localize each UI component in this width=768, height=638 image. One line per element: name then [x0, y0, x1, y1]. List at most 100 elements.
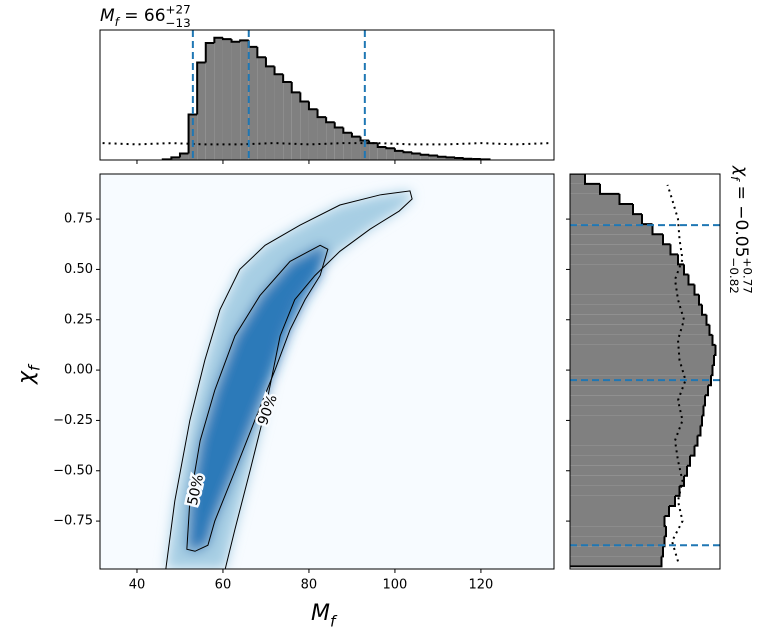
histogram-outline: [368, 140, 378, 145]
histogram-bar: [197, 62, 206, 160]
histogram-bar: [570, 334, 713, 345]
histogram-outline: [402, 150, 413, 154]
histogram-outline: [187, 113, 198, 154]
histogram-bar: [257, 57, 266, 160]
axes-frame: [99, 173, 555, 570]
histogram-bar: [394, 150, 404, 160]
y-tick-label: 0.00: [64, 363, 93, 378]
histogram-bar: [570, 485, 680, 496]
histogram-bar: [291, 92, 301, 160]
histogram-outline: [570, 174, 600, 185]
histogram-outline: [350, 132, 361, 138]
histogram-bar: [570, 495, 675, 506]
histogram-outline: [599, 183, 620, 195]
histogram-outline: [641, 214, 653, 226]
histogram-bar: [360, 140, 370, 160]
histogram-bar: [570, 244, 671, 255]
histogram-bar: [570, 274, 689, 285]
histogram-bar: [570, 385, 708, 396]
histogram-bar: [326, 122, 335, 160]
label-symbol: M: [311, 601, 330, 626]
x-tick-label: 80: [301, 578, 318, 593]
y-tick-label: −0.75: [53, 514, 93, 529]
histogram-bar: [283, 82, 292, 160]
histogram-outline: [333, 122, 344, 129]
histogram-outline: [683, 264, 689, 276]
density-layer: [165, 190, 413, 569]
histogram-outline: [170, 156, 180, 160]
label-subscript: f: [330, 613, 338, 631]
histogram-bar: [205, 43, 215, 160]
label-lower: −0.82: [727, 257, 741, 293]
prior-line: [666, 184, 687, 562]
histogram-bar: [570, 354, 714, 366]
y-tick-label: −0.25: [53, 413, 93, 428]
histogram-bar: [570, 324, 710, 335]
histogram-outline: [687, 455, 691, 467]
histogram-outline: [428, 154, 438, 157]
histogram-outline: [711, 334, 716, 346]
histogram-bar: [570, 536, 665, 547]
histogram-bar: [214, 37, 223, 160]
histogram-outline: [677, 254, 684, 266]
histogram-bar: [570, 174, 585, 184]
axes-frame: [569, 173, 721, 570]
histogram-outline: [663, 516, 666, 528]
histogram-bar: [351, 136, 361, 160]
histogram-bar: [231, 41, 241, 160]
histogram-outline: [700, 415, 703, 427]
histogram-outline: [436, 155, 447, 158]
histogram-outline: [705, 385, 709, 397]
histogram-outline: [708, 324, 713, 336]
label-upper: +27: [166, 2, 191, 16]
histogram-bar: [570, 445, 695, 456]
x-tick-label: 60: [215, 578, 232, 593]
histogram-outline: [675, 485, 681, 497]
histogram-outline: [703, 395, 706, 407]
histogram-outline: [697, 425, 702, 437]
histogram-bar: [570, 395, 705, 406]
histogram-outline: [714, 344, 717, 356]
y-tick-label: 0.25: [64, 312, 93, 327]
histogram-bar: [570, 425, 701, 436]
histogram-outline: [669, 244, 678, 256]
histogram-outline: [411, 152, 421, 155]
axes-frame: [99, 29, 555, 161]
histogram-bar: [377, 147, 387, 160]
histogram-bar: [570, 294, 699, 305]
prior-line: [102, 142, 550, 146]
histogram-outline: [694, 435, 699, 447]
label-subscript: f: [26, 363, 44, 371]
histogram-bar: [188, 114, 198, 160]
histogram-bar: [570, 455, 690, 466]
histogram-outline: [711, 365, 714, 377]
histogram-bar: [412, 153, 421, 160]
histogram-outline: [445, 156, 456, 159]
density-region: [186, 245, 328, 552]
histogram-bar: [570, 183, 600, 194]
histogram-outline: [690, 445, 696, 457]
histogram-bar: [570, 314, 707, 325]
histogram-outline: [454, 157, 464, 160]
histogram-bar: [570, 214, 642, 225]
histogram-outline: [264, 57, 275, 68]
histogram-outline: [316, 109, 327, 119]
histogram-outline: [698, 294, 702, 306]
histogram-bar: [570, 224, 653, 235]
histogram-outline: [693, 284, 699, 296]
histogram-outline: [632, 203, 642, 216]
math-label: χf = −0.05+0.77−0.82: [727, 165, 755, 294]
histogram-bar: [570, 264, 684, 275]
histogram-outline: [662, 234, 671, 246]
histogram-bar: [317, 117, 327, 160]
histogram-outline: [290, 82, 301, 94]
histogram-bar: [386, 148, 395, 160]
label-subscript: f: [728, 176, 742, 182]
histogram-bar: [570, 505, 669, 517]
histogram-outline: [651, 224, 663, 236]
histogram-bar: [570, 254, 678, 265]
histogram-outline: [684, 465, 688, 477]
histogram-bar: [570, 344, 716, 355]
